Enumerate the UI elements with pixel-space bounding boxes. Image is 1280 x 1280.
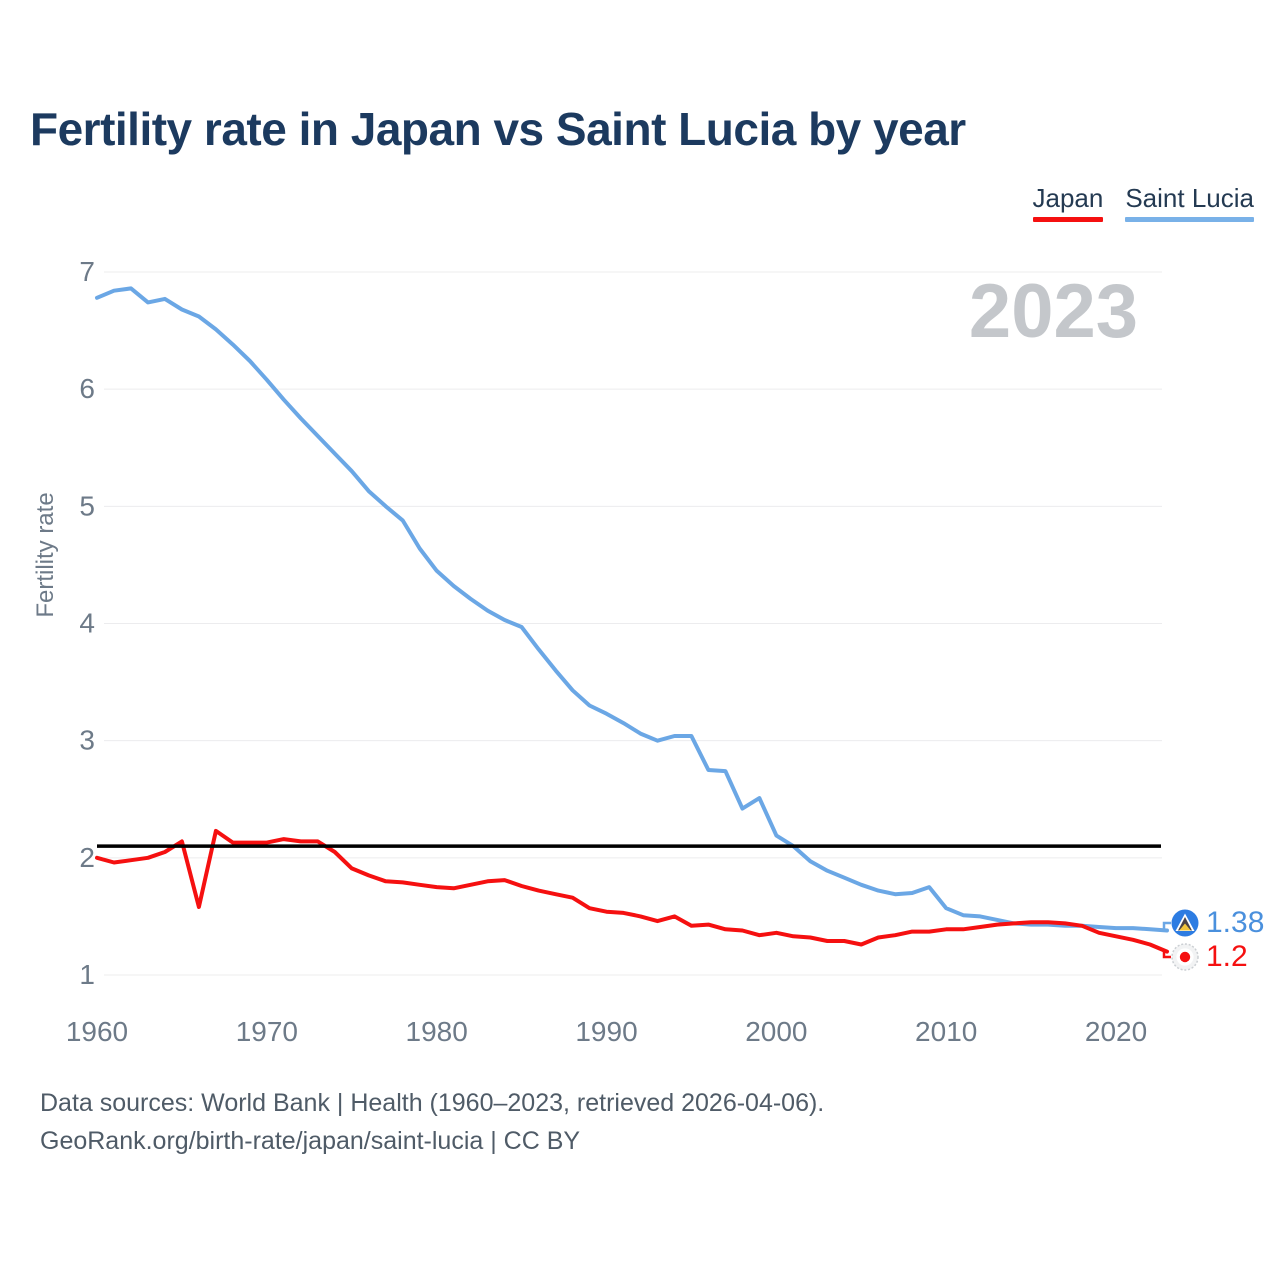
attribution-line: GeoRank.org/birth-rate/japan/saint-lucia… — [40, 1127, 581, 1155]
y-tick-label-3: 3 — [79, 725, 95, 756]
x-tick-label-2020: 2020 — [1085, 1016, 1147, 1047]
y-tick-label-2: 2 — [79, 842, 95, 873]
legend-item-saint-lucia[interactable]: Saint Lucia — [1125, 183, 1254, 222]
y-tick-label-7: 7 — [79, 256, 95, 287]
end-value-japan: 1.2 — [1206, 940, 1248, 973]
y-tick-label-6: 6 — [79, 373, 95, 404]
legend-label-saint-lucia: Saint Lucia — [1125, 183, 1254, 213]
x-tick-label-1980: 1980 — [406, 1016, 468, 1047]
x-tick-label-2010: 2010 — [915, 1016, 977, 1047]
series-line-japan — [95, 828, 1169, 954]
saint-lucia-flag-triangle-yellow — [1179, 923, 1191, 931]
legend-underline-saint-lucia — [1125, 217, 1254, 222]
watermark-year: 2023 — [968, 269, 1138, 354]
data-sources-line: Data sources: World Bank | Health (1960–… — [40, 1089, 825, 1117]
japan-leader-line — [1162, 950, 1171, 959]
legend-underline-japan — [1032, 217, 1104, 222]
saint-lucia-leader-line — [1162, 921, 1171, 932]
legend-label-japan: Japan — [1032, 183, 1104, 213]
page-title: Fertility rate in Japan vs Saint Lucia b… — [30, 103, 966, 155]
x-tick-label-1960: 1960 — [66, 1016, 128, 1047]
footer: Data sources: World Bank | Health (1960–… — [40, 1084, 824, 1160]
y-tick-label-4: 4 — [79, 607, 95, 638]
series-line-saint-lucia — [95, 286, 1169, 933]
legend-item-japan[interactable]: Japan — [1032, 183, 1104, 222]
y-tick-label-5: 5 — [79, 490, 95, 521]
x-tick-label-1970: 1970 — [236, 1016, 298, 1047]
x-tick-label-2000: 2000 — [745, 1016, 807, 1047]
end-value-saint-lucia: 1.38 — [1206, 906, 1265, 939]
y-tick-label-1: 1 — [79, 959, 95, 990]
japan-flag-sun — [1179, 951, 1191, 963]
x-tick-label-1990: 1990 — [575, 1016, 637, 1047]
legend: Japan Saint Lucia — [1032, 183, 1254, 222]
